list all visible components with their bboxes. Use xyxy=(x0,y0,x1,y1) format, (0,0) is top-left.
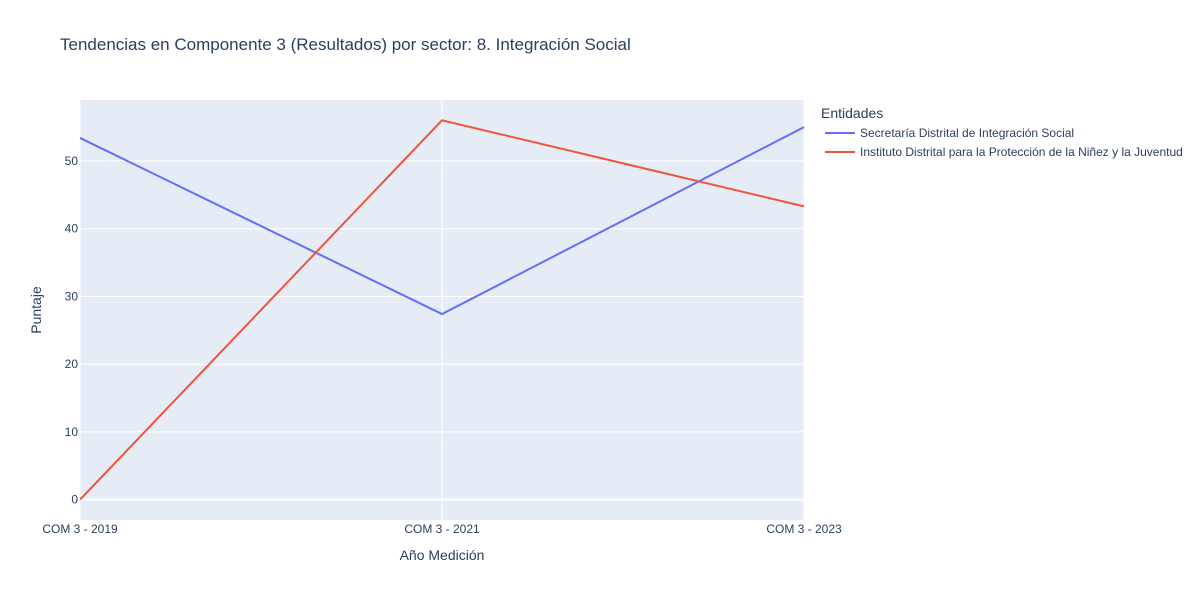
legend-label: Secretaría Distrital de Integración Soci… xyxy=(860,126,1074,140)
y-axis-title: Puntaje xyxy=(28,286,44,334)
y-tick-label: 40 xyxy=(65,222,79,236)
legend-label: Instituto Distrital para la Protección d… xyxy=(860,145,1183,159)
x-axis-title: Año Medición xyxy=(400,547,485,563)
x-tick-label: COM 3 - 2023 xyxy=(766,522,842,536)
legend-title: Entidades xyxy=(821,105,883,121)
series-line-2 xyxy=(79,119,805,501)
series-layer xyxy=(79,119,805,501)
y-tick-label: 30 xyxy=(65,289,79,303)
x-tick-label: COM 3 - 2021 xyxy=(404,522,480,536)
series-line-1 xyxy=(79,126,805,316)
y-tick-label: 10 xyxy=(65,425,79,439)
legend: Entidades Secretaría Distrital de Integr… xyxy=(821,105,1183,159)
y-tick-labels: 0 10 20 30 40 50 xyxy=(65,154,79,507)
y-tick-label: 50 xyxy=(65,154,79,168)
x-gridlines xyxy=(79,100,805,520)
legend-item-2[interactable]: Instituto Distrital para la Protección d… xyxy=(825,145,1183,159)
y-tick-label: 0 xyxy=(71,493,78,507)
legend-item-1[interactable]: Secretaría Distrital de Integración Soci… xyxy=(825,126,1074,140)
x-tick-labels: COM 3 - 2019 COM 3 - 2021 COM 3 - 2023 xyxy=(42,522,842,536)
y-tick-label: 20 xyxy=(65,357,79,371)
x-tick-label: COM 3 - 2019 xyxy=(42,522,118,536)
chart-title: Tendencias en Componente 3 (Resultados) … xyxy=(60,35,631,54)
